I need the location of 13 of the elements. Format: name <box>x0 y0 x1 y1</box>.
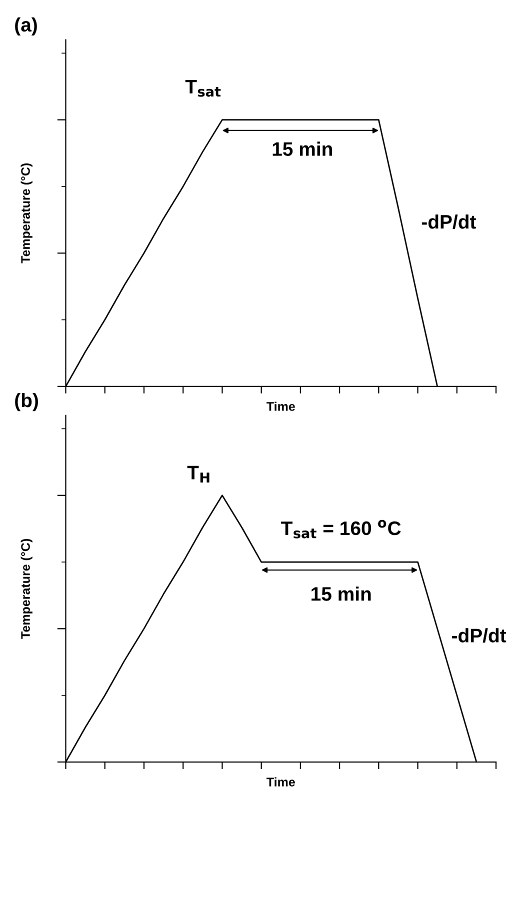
annotation: -dP/dt <box>452 628 506 643</box>
chart-title: (a) <box>15 17 37 36</box>
annotation: 15 min <box>272 142 332 156</box>
text: T$_{H}$ <box>187 466 210 482</box>
annotation: 15 min <box>312 586 371 601</box>
annotation: -dP/dt <box>422 214 476 229</box>
x-axis-title: Time <box>266 402 295 411</box>
annotation: T$_{sat}$ = 160 $^{o}$C <box>281 520 401 538</box>
y-axis-title: Temperature (°C) <box>20 539 32 639</box>
chart-title: (b) <box>15 392 38 412</box>
x-axis-title: Time <box>266 777 295 786</box>
y-axis-title: Temperature (°C) <box>20 163 32 264</box>
text: T$_{sat}$ <box>185 80 221 97</box>
